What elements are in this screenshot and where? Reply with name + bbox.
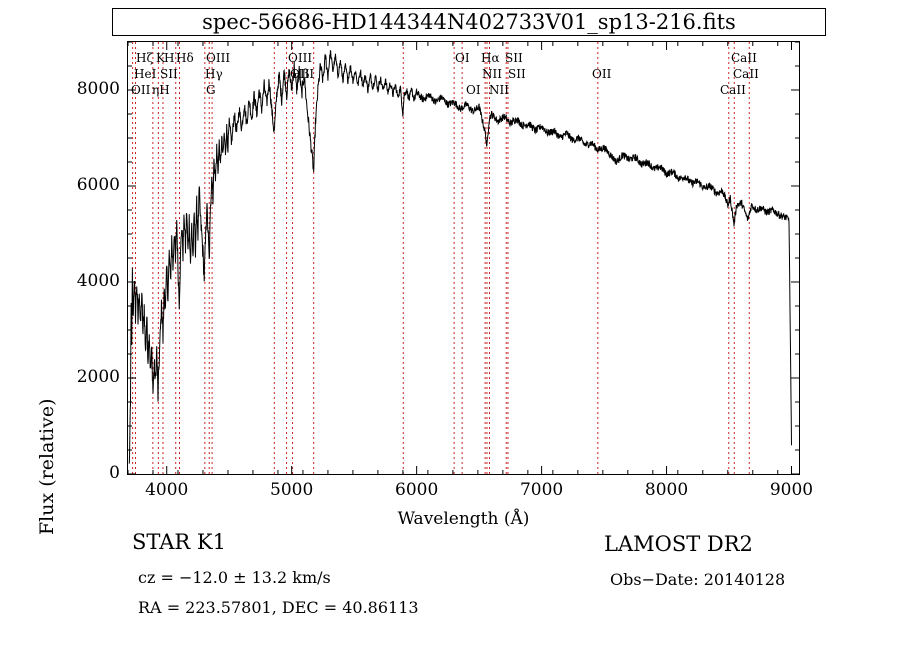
- x-tick-label: 4000: [145, 480, 189, 500]
- spectral-line-label: Hα: [481, 51, 500, 65]
- redshift-velocity: cz = −12.0 ± 13.2 km/s: [138, 568, 331, 587]
- spectrum-canvas: [128, 42, 799, 474]
- spectral-line-label: ηH: [152, 83, 170, 97]
- plot-frame: [127, 41, 800, 475]
- spectral-line-label: SII: [505, 51, 523, 65]
- spectral-line-label: OIII: [288, 51, 313, 65]
- x-tick-label: 9000: [769, 480, 814, 500]
- spectral-line-label: OII: [592, 67, 612, 81]
- spectral-line-label: CaII: [720, 83, 746, 97]
- spectral-line-label: OIII: [290, 67, 315, 81]
- spectral-line-label: Hγ: [205, 67, 223, 81]
- spectral-line-label: NII: [489, 83, 509, 97]
- spectrum-trace: [128, 50, 792, 464]
- x-tick-label: 6000: [395, 480, 439, 500]
- spectral-line-label: CaII: [733, 67, 759, 81]
- spectral-line-label: OI: [455, 51, 470, 65]
- spectral-line-label: NII: [482, 67, 502, 81]
- spectral-line-label: HeI: [134, 67, 157, 81]
- y-tick-label: 6000: [76, 175, 120, 195]
- spectral-line-label: G: [206, 83, 216, 97]
- x-tick-label: 7000: [519, 480, 564, 500]
- y-axis-label: Flux (relative): [36, 398, 58, 536]
- coordinates: RA = 223.57801, DEC = 40.86113: [138, 598, 419, 617]
- spectral-line-label: K: [156, 51, 165, 65]
- spectral-line-label: OII: [131, 83, 151, 97]
- spectral-line-label: Hζ: [136, 51, 153, 65]
- spectral-line-label: Hβ: [292, 67, 310, 81]
- spectral-line-label: CaII: [731, 51, 757, 65]
- survey-name: LAMOST DR2: [604, 532, 753, 556]
- object-type: STAR K1: [132, 530, 226, 554]
- spectral-line-label: SII: [160, 67, 178, 81]
- x-tick-label: 5000: [270, 480, 314, 500]
- y-tick-label: 8000: [76, 79, 120, 99]
- y-tick-label: 0: [109, 463, 120, 483]
- y-tick-label: 4000: [76, 271, 120, 291]
- spectral-line-label: OI: [466, 83, 481, 97]
- y-tick-label: 2000: [76, 367, 120, 387]
- page-title: spec-56686-HD144344N402733V01_sp13-216.f…: [112, 8, 826, 36]
- x-axis-label: Wavelength (Å): [397, 509, 530, 529]
- obs-date: Obs−Date: 20140128: [610, 570, 786, 589]
- spectral-line-label: SII: [508, 67, 526, 81]
- spectral-line-label: OIII: [206, 51, 231, 65]
- footer-info: STAR K1 cz = −12.0 ± 13.2 km/s RA = 223.…: [0, 520, 900, 649]
- x-tick-label: 8000: [644, 480, 689, 500]
- spectral-line-label: Hδ: [176, 51, 194, 65]
- spectral-line-label: H: [164, 51, 175, 65]
